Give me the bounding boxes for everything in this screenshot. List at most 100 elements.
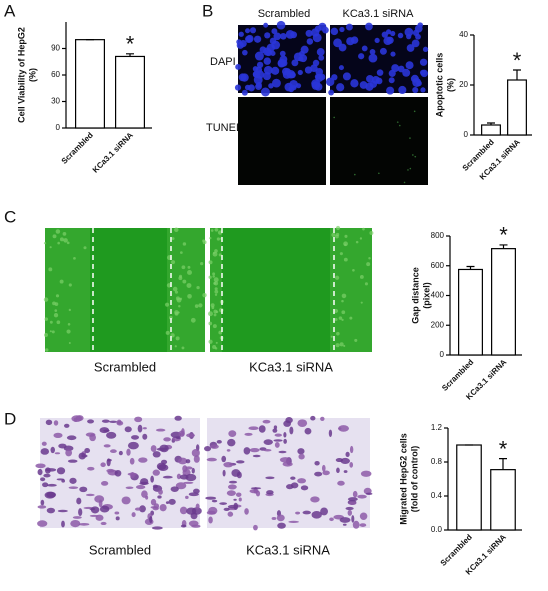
migrated-cell: [116, 420, 124, 426]
nucleus: [322, 26, 329, 34]
migrated-cell: [343, 470, 348, 474]
migrated-cell: [53, 432, 63, 438]
cell: [212, 275, 215, 278]
nucleus: [330, 27, 339, 36]
migrated-cell: [138, 457, 148, 463]
migrated-cell: [63, 423, 70, 428]
migrated-cell: [208, 516, 213, 524]
cell: [335, 225, 341, 231]
migrated-cell: [226, 449, 231, 452]
y-tick-label: 800: [431, 231, 445, 240]
nucleus: [398, 85, 407, 95]
significance-marker: *: [499, 436, 508, 461]
cell: [209, 237, 212, 240]
migrated-cell: [106, 431, 117, 439]
cell: [83, 246, 87, 250]
nucleus: [279, 32, 287, 40]
migrated-cell: [66, 435, 77, 441]
nucleus: [245, 28, 251, 34]
migrated-cell: [263, 448, 272, 452]
migrated-cell: [185, 495, 189, 500]
migrated-cell: [272, 428, 278, 433]
nucleus: [276, 20, 286, 30]
migrated-cell: [61, 479, 66, 483]
migrated-cell: [289, 426, 294, 435]
migrated-cell: [179, 506, 188, 515]
migrated-cell: [180, 524, 187, 528]
migrated-cell: [276, 514, 285, 522]
nucleus: [415, 33, 421, 40]
cell: [202, 292, 207, 298]
cell: [331, 232, 336, 238]
cell: [333, 308, 339, 314]
migrated-cell: [248, 426, 259, 431]
cell: [187, 293, 192, 299]
migrated-cell: [61, 520, 65, 528]
migrated-cell: [219, 502, 227, 505]
migrated-cell: [41, 441, 47, 446]
nucleus: [254, 51, 264, 61]
nucleus: [405, 61, 414, 70]
image-column-label: Scrambled: [258, 8, 311, 20]
migrated-cell: [76, 497, 82, 505]
cell: [334, 317, 338, 321]
nucleus: [420, 69, 428, 78]
cell: [364, 282, 368, 286]
migrated-cell: [150, 475, 154, 483]
error-bar: [466, 265, 475, 270]
cell: [339, 252, 343, 256]
migrated-cell: [328, 429, 333, 437]
migrated-cell: [310, 496, 320, 503]
cell: [214, 293, 218, 296]
panel-label: D: [4, 409, 16, 428]
migrated-cell: [151, 526, 163, 530]
nucleus: [410, 74, 419, 83]
cell: [166, 283, 172, 288]
cell: [335, 343, 340, 348]
migrated-cell: [35, 463, 46, 469]
cell: [341, 293, 347, 299]
cell: [216, 237, 221, 241]
bar: [491, 248, 516, 356]
y-tick-label: 0: [440, 350, 445, 359]
nucleus: [414, 24, 423, 33]
nucleus: [350, 79, 359, 88]
cell: [214, 227, 219, 232]
migrated-cell: [155, 428, 166, 432]
error-bar: [513, 69, 521, 80]
cell: [190, 317, 196, 323]
migrated-cell: [101, 419, 110, 423]
cell: [343, 257, 348, 262]
cell: [55, 229, 61, 234]
cell: [59, 237, 64, 242]
cell: [208, 275, 212, 279]
cell: [215, 341, 218, 344]
migrated-cell: [322, 470, 330, 476]
cell: [52, 301, 56, 306]
migrated-cell: [139, 505, 146, 513]
x-tick-label: KCa3.1 siRNA: [91, 130, 135, 174]
migrated-cell: [87, 419, 95, 424]
cell: [181, 265, 186, 270]
nucleus: [241, 89, 248, 96]
panel-label: C: [4, 207, 16, 226]
migrated-cell: [336, 467, 340, 474]
image-caption: Scrambled: [89, 542, 151, 557]
migrated-cell: [40, 477, 46, 482]
migrated-cell: [283, 432, 287, 438]
y-axis-label: Migrated HepG2 cells: [398, 433, 408, 525]
migrated-cell: [124, 426, 132, 433]
cell: [52, 234, 57, 239]
y-axis-label: (fold of control): [409, 446, 419, 512]
cell: [210, 229, 214, 232]
migrated-cell: [131, 435, 140, 440]
nucleus: [379, 47, 387, 55]
migrated-cell: [188, 492, 199, 497]
cell: [172, 286, 178, 292]
migrated-cell: [311, 511, 322, 519]
nucleus: [300, 45, 309, 54]
cell: [330, 335, 333, 338]
nucleus: [371, 75, 380, 84]
migrated-cell: [156, 462, 167, 471]
nucleus: [260, 87, 270, 97]
